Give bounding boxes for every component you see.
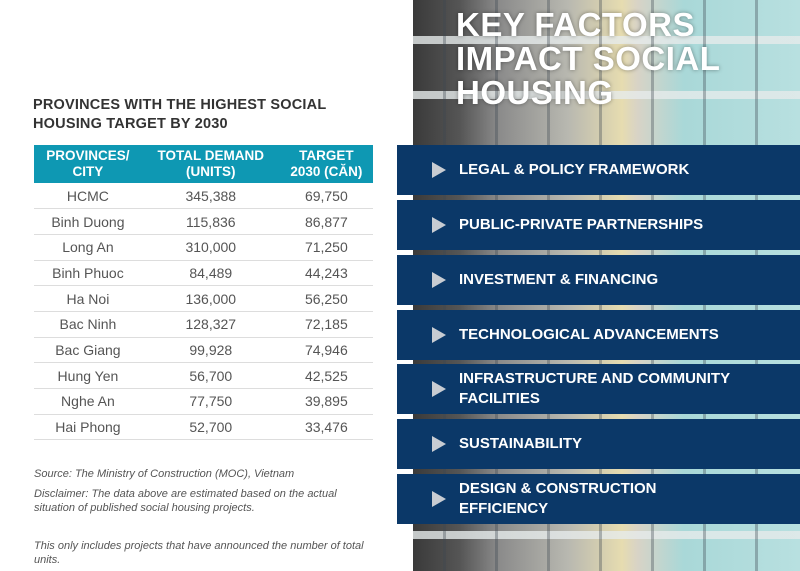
table-row: HCMC 345,388 69,750 xyxy=(34,183,373,210)
play-arrow-icon xyxy=(432,162,446,178)
units-note: This only includes projects that have an… xyxy=(34,540,364,566)
factor-item: INVESTMENT & FINANCING xyxy=(397,255,800,305)
demand-cell: 52,700 xyxy=(141,414,280,441)
panel-title: KEY FACTORS IMPACT SOCIAL HOUSING xyxy=(456,8,720,110)
target-cell: 56,250 xyxy=(279,285,373,312)
demand-cell: 136,000 xyxy=(141,285,280,312)
factor-label: SUSTAINABILITY xyxy=(459,435,583,452)
source-note: Source: The Ministry of Construction (MO… xyxy=(34,468,295,480)
target-cell: 72,185 xyxy=(279,311,373,338)
province-cell: Bac Ninh xyxy=(34,311,142,338)
play-arrow-icon xyxy=(432,272,446,288)
demand-cell: 77,750 xyxy=(141,388,280,415)
play-arrow-icon xyxy=(432,217,446,233)
demand-cell: 99,928 xyxy=(141,337,280,364)
province-cell: Binh Phuoc xyxy=(34,260,142,287)
factor-label: DESIGN & CONSTRUCTION EFFICIENCY xyxy=(459,480,657,517)
column-header-line: CITY xyxy=(72,164,104,179)
province-cell: Ha Noi xyxy=(34,285,142,312)
province-cell: Long An xyxy=(34,234,142,261)
column-header: PROVINCES/CITY xyxy=(34,145,142,183)
demand-cell: 128,327 xyxy=(141,311,280,338)
factor-label: LEGAL & POLICY FRAMEWORK xyxy=(459,161,690,178)
factor-item: TECHNOLOGICAL ADVANCEMENTS xyxy=(397,310,800,360)
demand-cell: 84,489 xyxy=(141,260,280,287)
table-row: Binh Duong 115,836 86,877 xyxy=(34,208,373,235)
disclaimer-note: Disclaimer: The data above are estimated… xyxy=(34,488,337,514)
factor-label: TECHNOLOGICAL ADVANCEMENTS xyxy=(459,326,719,343)
target-cell: 86,877 xyxy=(279,208,373,235)
column-header-line: (UNITS) xyxy=(186,164,236,179)
demand-cell: 115,836 xyxy=(141,208,280,235)
province-cell: HCMC xyxy=(34,183,142,210)
title-line: PROVINCES WITH THE HIGHEST SOCIAL xyxy=(33,97,327,113)
provinces-table: PROVINCES/CITY TOTAL DEMAND (UNITS) TARGET 2… xyxy=(34,145,373,441)
target-cell: 33,476 xyxy=(279,414,373,441)
target-cell: 44,243 xyxy=(279,260,373,287)
target-cell: 39,895 xyxy=(279,388,373,415)
demand-cell: 345,388 xyxy=(141,183,280,210)
factor-item: INFRASTRUCTURE AND COMMUNITY FACILITIES xyxy=(397,364,800,414)
province-cell: Hung Yen xyxy=(34,362,142,389)
target-cell: 74,946 xyxy=(279,337,373,364)
play-arrow-icon xyxy=(432,327,446,343)
table-row: Long An 310,000 71,250 xyxy=(34,234,373,261)
factor-item: PUBLIC-PRIVATE PARTNERSHIPS xyxy=(397,200,800,250)
column-header: TARGET 2030 (CĂN) xyxy=(279,145,373,183)
table-row: Binh Phuoc 84,489 44,243 xyxy=(34,260,373,287)
factor-label: INFRASTRUCTURE AND COMMUNITY FACILITIES xyxy=(459,370,730,407)
panel-title-line: HOUSING xyxy=(456,74,614,111)
factor-item: DESIGN & CONSTRUCTION EFFICIENCY xyxy=(397,474,800,524)
play-arrow-icon xyxy=(432,436,446,452)
column-header-line: PROVINCES/ xyxy=(46,148,130,163)
column-header-line: 2030 (CĂN) xyxy=(290,164,363,179)
target-cell: 69,750 xyxy=(279,183,373,210)
column-header-line: TOTAL DEMAND xyxy=(157,148,265,163)
play-arrow-icon xyxy=(432,381,446,397)
panel-title-line: IMPACT SOCIAL xyxy=(456,40,721,77)
factor-label: INVESTMENT & FINANCING xyxy=(459,271,659,288)
factor-item: SUSTAINABILITY xyxy=(397,419,800,469)
province-cell: Bac Giang xyxy=(34,337,142,364)
table-row: Bac Ninh 128,327 72,185 xyxy=(34,311,373,338)
table-row: Ha Noi 136,000 56,250 xyxy=(34,285,373,312)
factor-label: PUBLIC-PRIVATE PARTNERSHIPS xyxy=(459,216,704,233)
province-cell: Binh Duong xyxy=(34,208,142,235)
title-line: HOUSING TARGET BY 2030 xyxy=(33,116,228,132)
panel-title-line: KEY FACTORS xyxy=(456,6,695,43)
demand-cell: 56,700 xyxy=(141,362,280,389)
column-header: TOTAL DEMAND (UNITS) xyxy=(141,145,280,183)
target-cell: 42,525 xyxy=(279,362,373,389)
column-header-line: TARGET xyxy=(299,148,354,163)
demand-cell: 310,000 xyxy=(141,234,280,261)
table-title: PROVINCES WITH THE HIGHEST SOCIAL HOUSING… xyxy=(33,96,326,134)
play-arrow-icon xyxy=(432,491,446,507)
factor-item: LEGAL & POLICY FRAMEWORK xyxy=(397,145,800,195)
table-row: Nghe An 77,750 39,895 xyxy=(34,388,373,415)
table-row: Hai Phong 52,700 33,476 xyxy=(34,414,373,441)
target-cell: 71,250 xyxy=(279,234,373,261)
table-row: Hung Yen 56,700 42,525 xyxy=(34,362,373,389)
province-cell: Nghe An xyxy=(34,388,142,415)
province-cell: Hai Phong xyxy=(34,414,142,441)
table-row: Bac Giang 99,928 74,946 xyxy=(34,337,373,364)
